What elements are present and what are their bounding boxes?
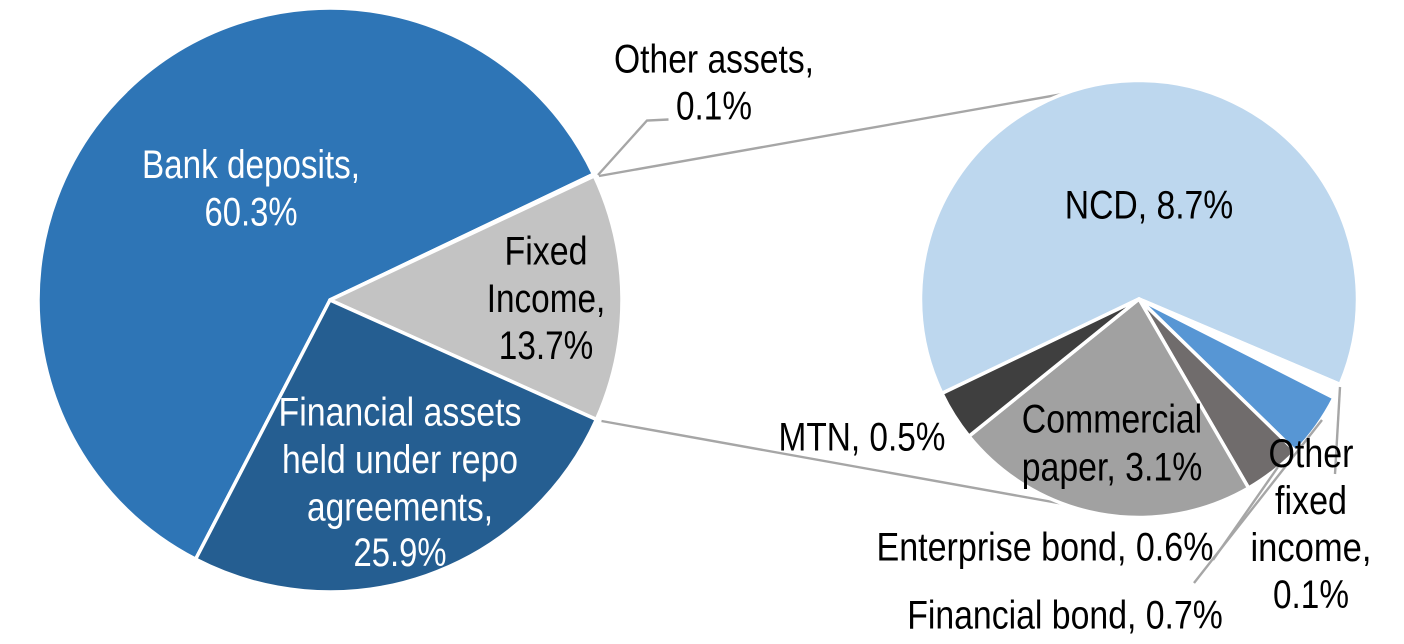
svg-text:NCD, 8.7%: NCD, 8.7% [1065,183,1234,227]
svg-text:Other assets,: Other assets, [614,38,814,82]
svg-text:paper, 3.1%: paper, 3.1% [1022,446,1203,490]
svg-text:Financial bond, 0.7%: Financial bond, 0.7% [907,594,1223,638]
svg-text:fixed: fixed [1275,479,1347,523]
svg-text:agreements,: agreements, [307,486,493,530]
svg-text:Financial assets: Financial assets [279,391,522,435]
svg-text:0.1%: 0.1% [676,85,752,129]
svg-text:Fixed: Fixed [505,230,588,274]
svg-text:0.1%: 0.1% [1273,573,1349,617]
svg-text:Bank deposits,: Bank deposits, [142,143,360,187]
svg-text:held under repo: held under repo [282,438,518,482]
svg-text:income,: income, [1251,526,1372,570]
svg-text:Enterprise bond, 0.6%: Enterprise bond, 0.6% [877,525,1214,569]
svg-text:Income,: Income, [487,277,606,321]
svg-text:13.7%: 13.7% [499,324,593,368]
svg-text:Commercial: Commercial [1022,398,1202,442]
svg-text:25.9%: 25.9% [354,531,447,575]
svg-text:MTN, 0.5%: MTN, 0.5% [779,416,946,460]
svg-text:Other: Other [1269,432,1354,476]
svg-text:60.3%: 60.3% [205,191,298,235]
